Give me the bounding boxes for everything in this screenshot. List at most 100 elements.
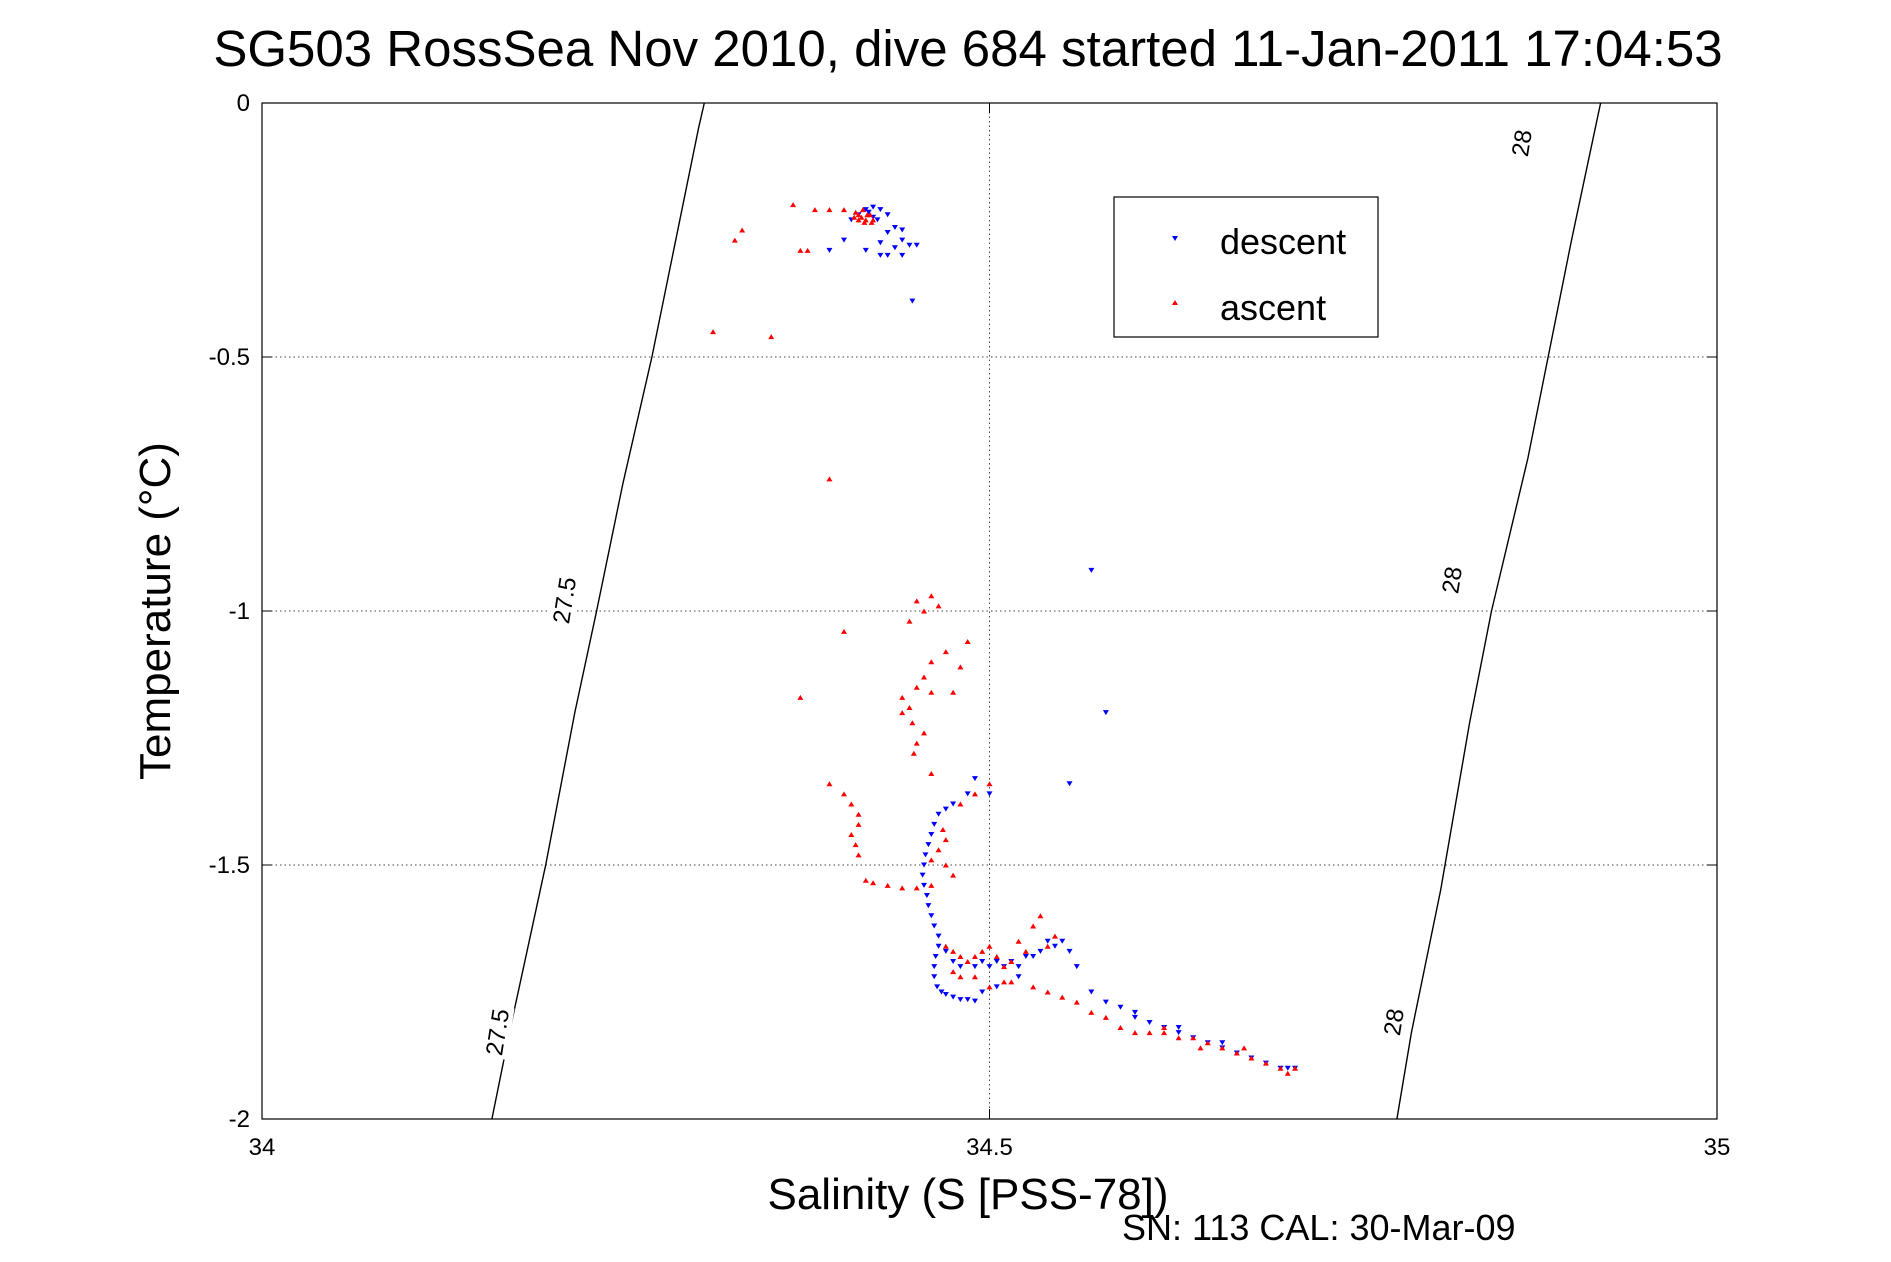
ascent-point [826,781,833,787]
ascent-point [826,476,833,482]
ascent-point [950,969,957,975]
descent-point [1022,953,1029,959]
legend: descent ascent [1113,196,1379,338]
descent-point [1132,1009,1138,1015]
series-ascent [710,202,1299,1076]
ascent-point [864,212,871,218]
descent-point [899,237,906,243]
ascent-point [1001,979,1008,985]
descent-point [1284,1065,1291,1071]
ascent-point [913,684,920,690]
descent-point [938,989,945,995]
ascent-point [957,953,964,959]
ascent-point [986,943,993,949]
isopycnal-label-group: 27.5 [547,572,582,629]
ascent-point [913,598,920,604]
ascent-point [928,882,935,888]
ascent-point [986,781,993,787]
ascent-point [1161,1025,1168,1031]
ascent-point [928,857,935,863]
descent-point [935,933,942,939]
ascent-point [942,837,949,843]
descent-point [950,801,957,807]
descent-point [1073,964,1080,970]
ascent-point [1262,1060,1269,1066]
ascent-point [1161,1030,1168,1036]
isopycnal-label-bg [1435,552,1470,608]
ascent-point [928,771,935,777]
descent-point [1037,948,1044,954]
descent-point [1132,1014,1138,1020]
ascent-point [913,885,920,891]
descent-point [923,892,930,898]
descent-point [986,791,993,797]
ascent-point [1146,1030,1153,1036]
data-series [710,202,1299,1076]
ascent-point [1277,1065,1284,1071]
isopycnal-line [491,102,705,1120]
ascent-point [921,674,928,680]
descent-point [1175,1025,1182,1031]
footer-note: SN: 113 CAL: 30-Mar-09 [1122,1207,1516,1248]
descent-point [1066,948,1073,954]
ascent-point [971,953,978,959]
descent-point [1088,989,1095,995]
ascent-point [1008,959,1015,965]
ascent-point [768,334,775,340]
ascent-point [1088,1009,1095,1015]
descent-point [986,964,993,970]
ascent-point [928,689,935,695]
descent-point [964,791,971,797]
descent-point [1015,964,1022,970]
descent-point [971,776,978,782]
isopycnal-contours: 27.5 27.5 28 28 28 [480,102,1602,1120]
ascent-point [1059,994,1066,1000]
descent-point [993,984,1000,990]
x-tick-label: 35 [1704,1134,1731,1161]
ascent-point [852,209,859,215]
ascent-point [1001,964,1008,970]
y-tick-label: -2 [229,1106,250,1133]
ascent-point [1284,1070,1291,1076]
descent-point [919,872,926,878]
descent-point [925,903,932,909]
descent-point [979,989,986,995]
ascent-point [950,689,957,695]
ascent-point [855,217,862,223]
ascent-point [1175,1035,1182,1041]
y-axis-label: Temperature (°C) [131,442,180,780]
ascent-point [1030,984,1037,990]
ascent-point [942,649,949,655]
ascent-point [1044,943,1051,949]
ascent-point [1233,1050,1240,1056]
ascent-point [1219,1045,1226,1051]
ascent-point [909,720,916,726]
descent-point [1219,1040,1226,1046]
ascent-point [1190,1035,1197,1041]
legend-descent-label: descent [1220,221,1346,262]
ascent-point [971,974,978,980]
ascent-point [1044,989,1051,995]
chart-title: SG503 RossSea Nov 2010, dive 684 started… [213,20,1722,77]
ascent-point [1241,1045,1248,1051]
legend-ascent-label: ascent [1220,287,1326,328]
y-tick-label: 0 [237,90,250,117]
ascent-point [1197,1045,1204,1051]
ascent-point [921,730,928,736]
descent-point [928,913,935,919]
ascent-point [826,207,833,213]
descent-point [841,237,847,243]
ascent-point [899,694,906,700]
descent-point [874,217,881,223]
isopycnal-label-bg [547,572,582,629]
ascent-point [848,832,855,838]
isopycnal-label-bg [1505,115,1539,171]
descent-point [957,997,964,1003]
ascent-point [899,885,906,891]
isopycnal-label: 28 [1507,128,1538,159]
descent-point [942,948,949,954]
legend-box [1113,196,1379,338]
descent-point [942,806,949,812]
ascent-point [1117,1025,1124,1031]
